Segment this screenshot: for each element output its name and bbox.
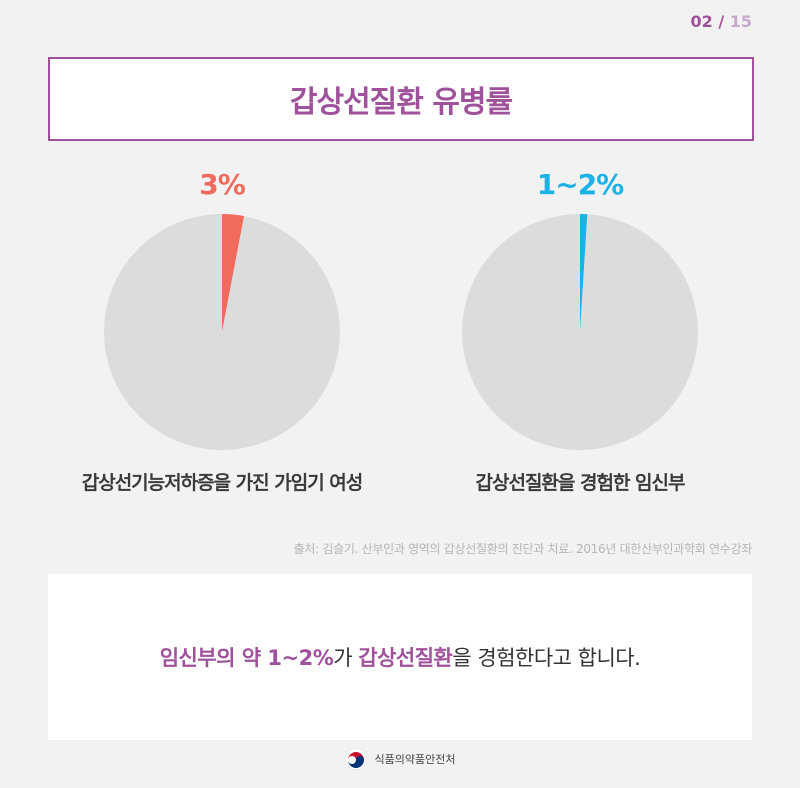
page-total: 15 bbox=[729, 12, 752, 31]
pie-slice-women bbox=[222, 214, 245, 332]
page-title: 갑상선질환 유병률 bbox=[289, 85, 513, 120]
pie-chart-pregnant: 1~2% 갑상선질환을 경험한 임신부 bbox=[400, 168, 760, 498]
page-separator: / bbox=[718, 12, 725, 31]
pie-svg-women bbox=[104, 214, 340, 450]
pie-svg-pregnant bbox=[461, 214, 698, 451]
pie-percent-label-pregnant: 1~2% bbox=[536, 168, 624, 201]
source-citation: 출처: 김슬기. 산부인과 영역의 갑상선질환의 진단과 치료. 2016년 대… bbox=[293, 542, 753, 556]
pie-slice-pregnant-remainder bbox=[461, 214, 698, 451]
message-text-1: 가 bbox=[333, 646, 359, 670]
footer-org-name: 식품의약품안전처 bbox=[374, 753, 456, 766]
summary-message: 임신부의 약 1~2%가 갑상선질환을 경험한다고 합니다. bbox=[160, 642, 641, 672]
footer: 식품의약품안전처 bbox=[0, 748, 800, 770]
page-current: 02 bbox=[690, 12, 713, 31]
pie-slice-women-remainder bbox=[104, 214, 340, 450]
pie-caption-women: 갑상선기능저하증을 가진 가임기 여성 bbox=[81, 472, 364, 494]
title-box: 갑상선질환 유병률 bbox=[48, 57, 754, 141]
message-highlight-rate: 임신부의 약 1~2% bbox=[159, 646, 334, 670]
message-text-2: 을 경험한다고 합니다. bbox=[452, 646, 641, 670]
korea-taegeuk-logo-icon bbox=[344, 748, 367, 770]
pie-caption-pregnant: 갑상선질환을 경험한 임신부 bbox=[475, 472, 686, 494]
pie-slice-pregnant bbox=[580, 214, 588, 332]
message-highlight-disease: 갑상선질환 bbox=[358, 646, 453, 670]
message-box: 임신부의 약 1~2%가 갑상선질환을 경험한다고 합니다. bbox=[48, 574, 752, 740]
pie-chart-women: 3% 갑상선기능저하증을 가진 가임기 여성 bbox=[42, 168, 402, 498]
pie-percent-label-women: 3% bbox=[199, 168, 246, 201]
page-indicator: 02 / 15 bbox=[690, 12, 752, 31]
